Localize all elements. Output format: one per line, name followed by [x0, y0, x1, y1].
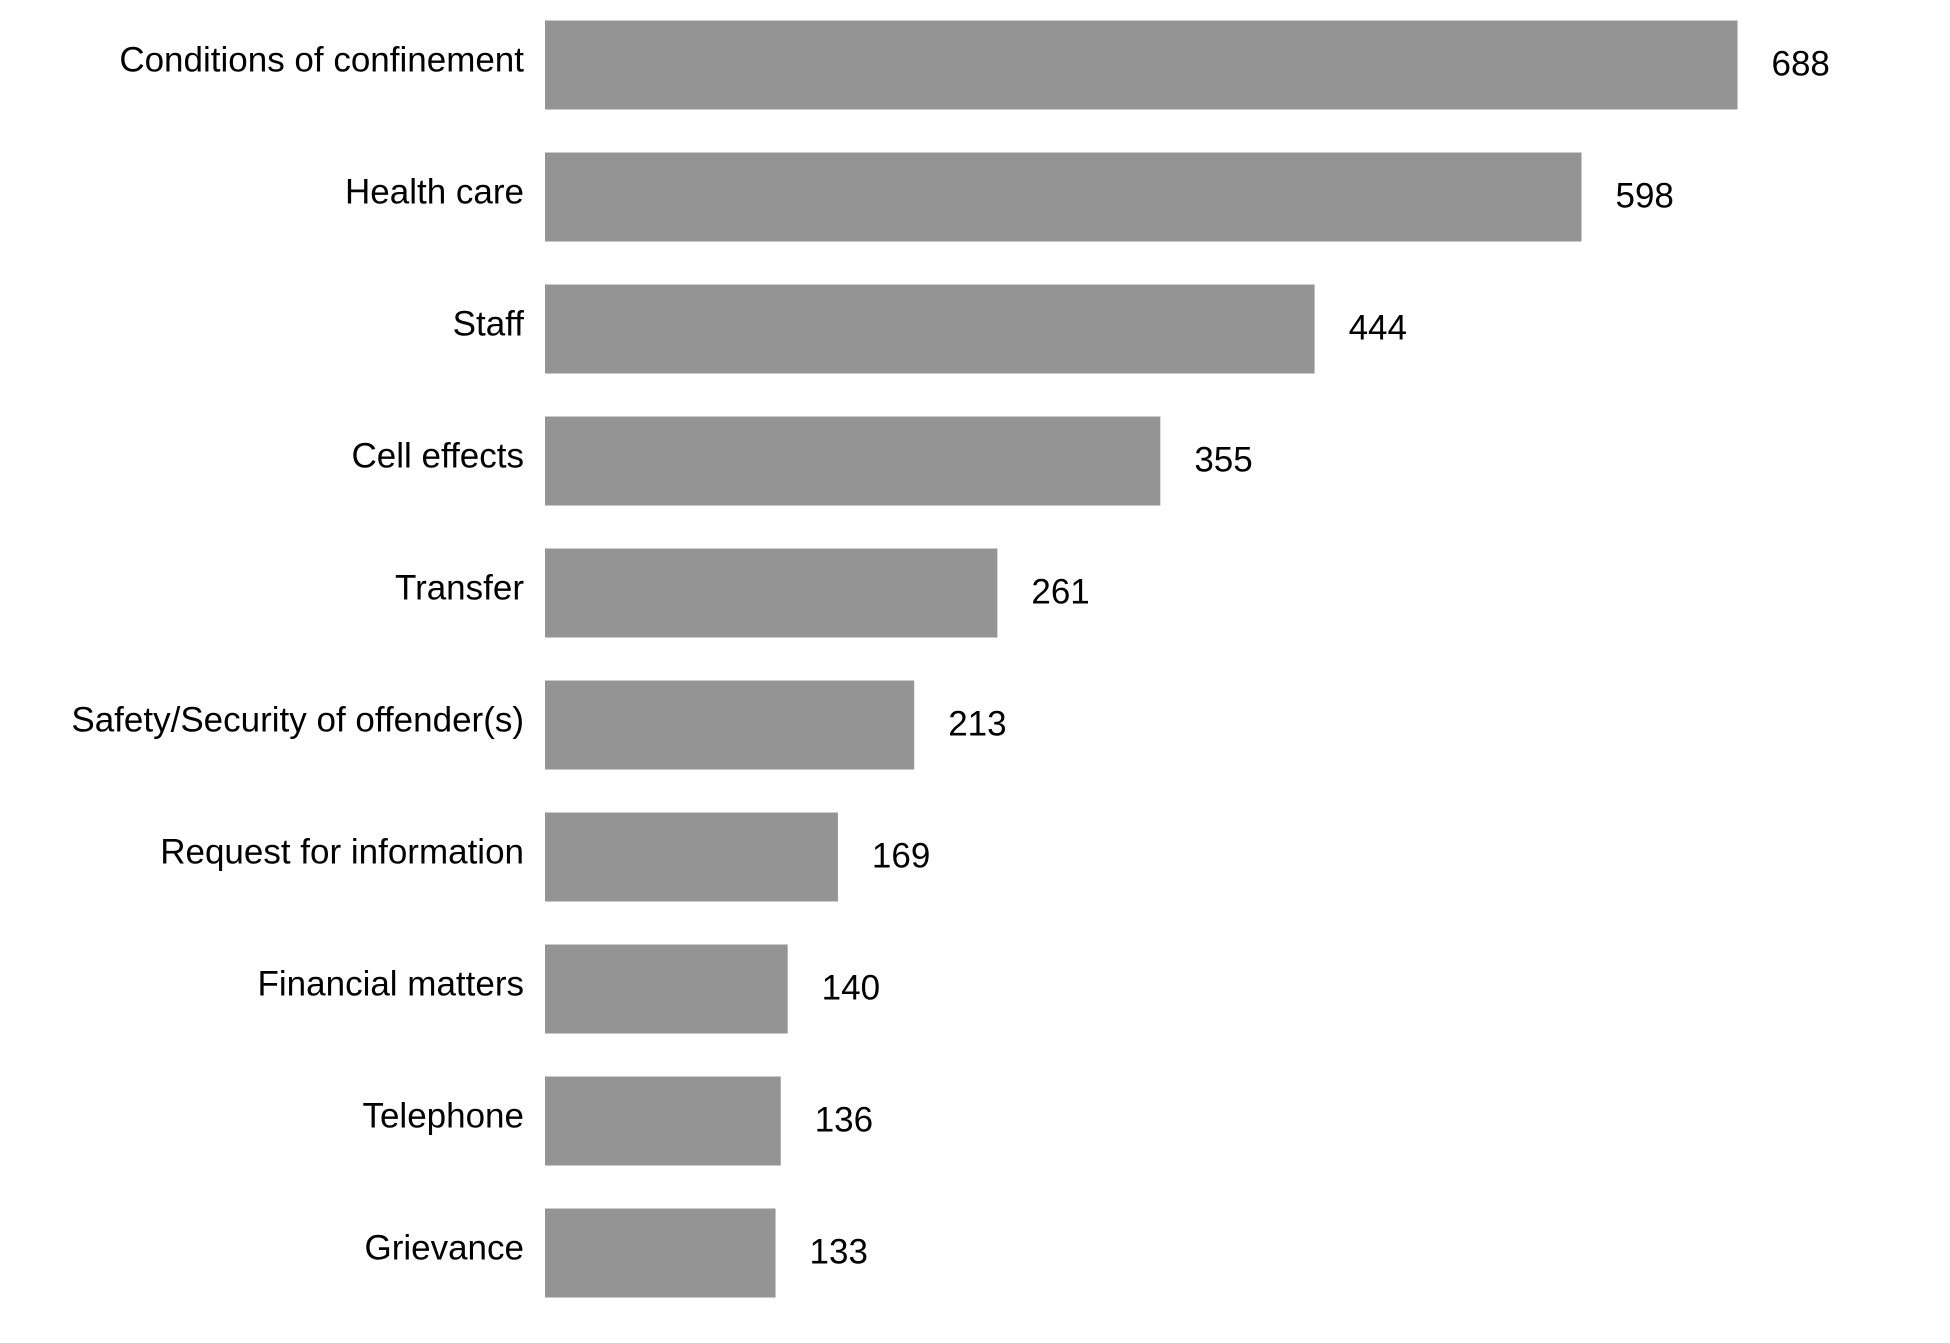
value-label: 140 — [822, 968, 880, 1007]
value-label: 355 — [1194, 440, 1252, 479]
value-label: 169 — [872, 836, 930, 875]
category-label: Safety/Security of offender(s) — [71, 700, 524, 739]
bar — [545, 680, 915, 770]
value-label: 688 — [1772, 44, 1830, 83]
category-label: Grievance — [364, 1228, 524, 1267]
bar — [545, 20, 1738, 110]
category-label: Financial matters — [258, 964, 524, 1003]
value-label: 444 — [1349, 308, 1407, 347]
category-label: Request for information — [160, 832, 524, 871]
category-label: Cell effects — [352, 436, 525, 475]
category-label: Transfer — [395, 568, 524, 607]
bar — [545, 1076, 781, 1166]
bar — [545, 152, 1582, 242]
value-label: 261 — [1031, 572, 1089, 611]
bar — [545, 416, 1161, 506]
value-label: 133 — [810, 1232, 868, 1271]
category-label: Staff — [453, 304, 525, 343]
category-label: Telephone — [362, 1096, 524, 1135]
value-label: 136 — [815, 1100, 873, 1139]
value-label: 598 — [1616, 176, 1674, 215]
bar — [545, 548, 998, 638]
bar — [545, 284, 1315, 374]
category-label: Health care — [345, 172, 524, 211]
bar — [545, 944, 788, 1034]
bar — [545, 1208, 776, 1298]
bar — [545, 812, 838, 902]
value-label: 213 — [948, 704, 1006, 743]
category-label: Conditions of confinement — [119, 40, 524, 79]
